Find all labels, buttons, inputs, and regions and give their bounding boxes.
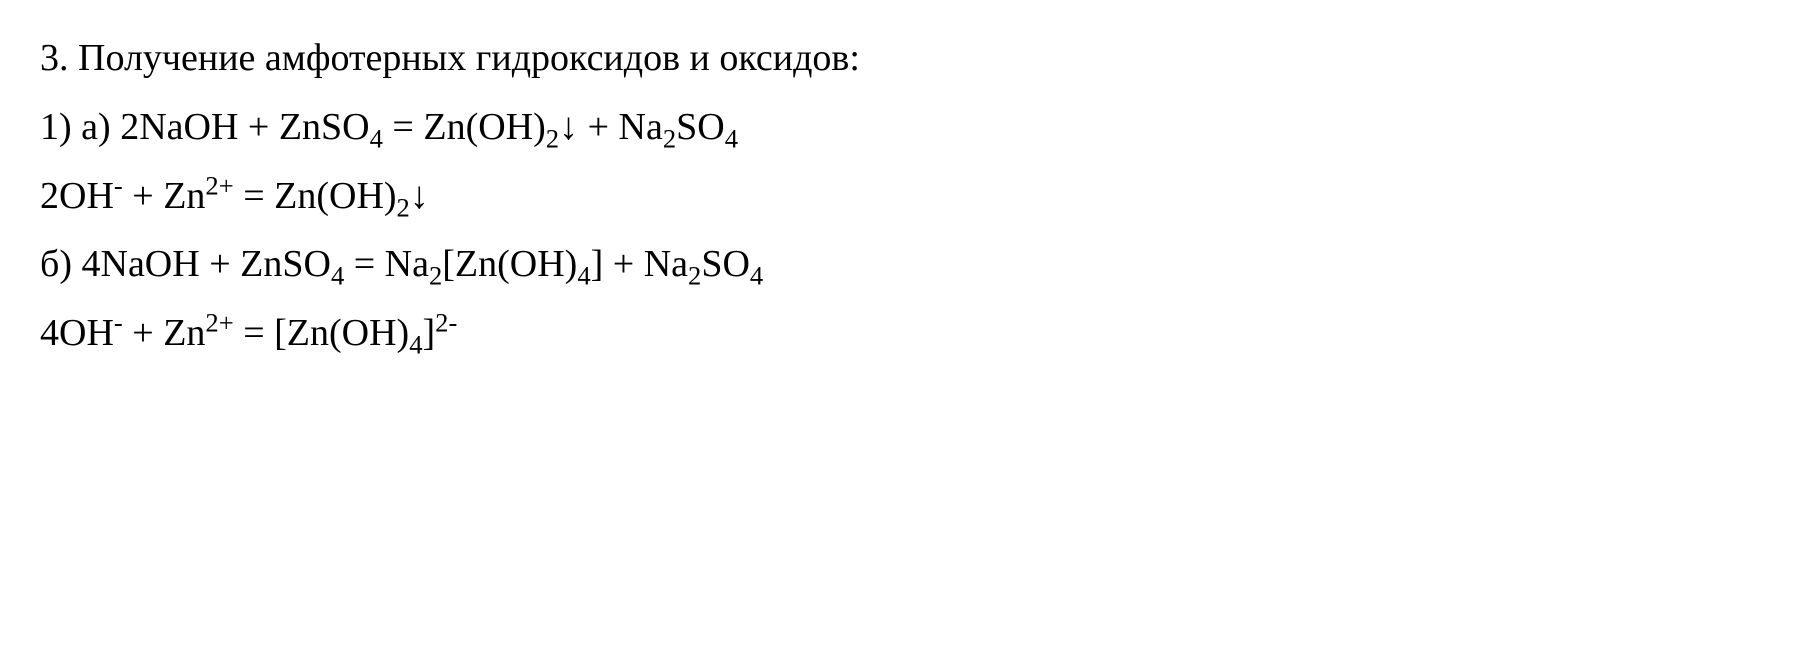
eq1a-r2-sub: 4	[370, 123, 383, 153]
eq1ai-p1-sub: 2	[397, 192, 410, 222]
eq1b-p1: Na	[385, 243, 429, 285]
eq1b-p1-sub: 2	[429, 261, 442, 291]
eq1bi-eq: =	[234, 312, 274, 354]
eq1bi-r2-sup: 2+	[205, 308, 233, 338]
eq1b-p1-sub2: 4	[577, 261, 590, 291]
eq1ai-r1-sup: -	[114, 170, 123, 200]
eq1b-eq: =	[344, 243, 384, 285]
eq1b-c1: 4	[82, 243, 101, 285]
eq1bi-r1: OH	[59, 312, 114, 354]
down-arrow-icon: ↓	[410, 175, 429, 217]
down-arrow-icon: ↓	[559, 106, 578, 148]
eq1bi-p1-sub: 4	[409, 330, 422, 360]
equation-1a-ionic: 2OH- + Zn2+ = Zn(OH)2↓	[40, 166, 1755, 227]
eq1ai-p1: Zn(OH)	[274, 175, 396, 217]
eq1a-p2-sub2: 4	[725, 123, 738, 153]
eq1b-p2: Na	[644, 243, 688, 285]
eq1ai-c1: 2	[40, 175, 59, 217]
eq1b-p1-mid: [Zn(OH)	[442, 243, 577, 285]
eq1b-r1: NaOH	[101, 243, 200, 285]
eq1ai-r2-sup: 2+	[205, 170, 233, 200]
eq1bi-p1-open: [Zn(OH)	[274, 312, 409, 354]
eq1b-prefix: б)	[40, 243, 82, 285]
eq1bi-p1-close: ]	[423, 312, 436, 354]
eq1a-eq: =	[383, 106, 423, 148]
eq1b-p2-sub1: 2	[688, 261, 701, 291]
eq1a-p2-sub1: 2	[663, 123, 676, 153]
equation-1b-ionic: 4OH- + Zn2+ = [Zn(OH)4]2-	[40, 303, 1755, 364]
eq1b-r2-sub: 4	[331, 261, 344, 291]
eq1a-plus2: +	[578, 106, 618, 148]
eq1a-p1: Zn(OH)	[423, 106, 545, 148]
eq1b-r2: ZnSO	[240, 243, 331, 285]
eq1ai-eq: =	[234, 175, 274, 217]
eq1ai-r1: OH	[59, 175, 114, 217]
eq1a-r2: ZnSO	[279, 106, 370, 148]
eq1b-p2-sub2: 4	[750, 261, 763, 291]
eq1a-p2-mid: SO	[676, 106, 725, 148]
eq1b-plus2: +	[603, 243, 643, 285]
equation-1b: б) 4NaOH + ZnSO4 = Na2[Zn(OH)4] + Na2SO4	[40, 234, 1755, 295]
eq1bi-plus1: +	[123, 312, 163, 354]
eq1ai-plus1: +	[123, 175, 163, 217]
eq1a-r1: NaOH	[139, 106, 238, 148]
eq1a-prefix: 1) а)	[40, 106, 120, 148]
eq1ai-r2: Zn	[163, 175, 205, 217]
eq1bi-r1-sup: -	[114, 308, 123, 338]
equation-1a: 1) а) 2NaOH + ZnSO4 = Zn(OH)2↓ + Na2SO4	[40, 97, 1755, 158]
title-line: 3. Получение амфотерных гидроксидов и ок…	[40, 28, 1755, 89]
eq1a-p2: Na	[619, 106, 663, 148]
eq1b-p1-close: ]	[591, 243, 604, 285]
eq1a-c1: 2	[120, 106, 139, 148]
eq1b-plus1: +	[200, 243, 240, 285]
eq1bi-c1: 4	[40, 312, 59, 354]
eq1a-plus1: +	[238, 106, 278, 148]
eq1bi-r2: Zn	[163, 312, 205, 354]
eq1a-p1-sub: 2	[546, 123, 559, 153]
title-text: 3. Получение амфотерных гидроксидов и ок…	[40, 37, 860, 79]
eq1bi-p1-sup: 2-	[435, 308, 457, 338]
eq1b-p2-mid: SO	[701, 243, 750, 285]
